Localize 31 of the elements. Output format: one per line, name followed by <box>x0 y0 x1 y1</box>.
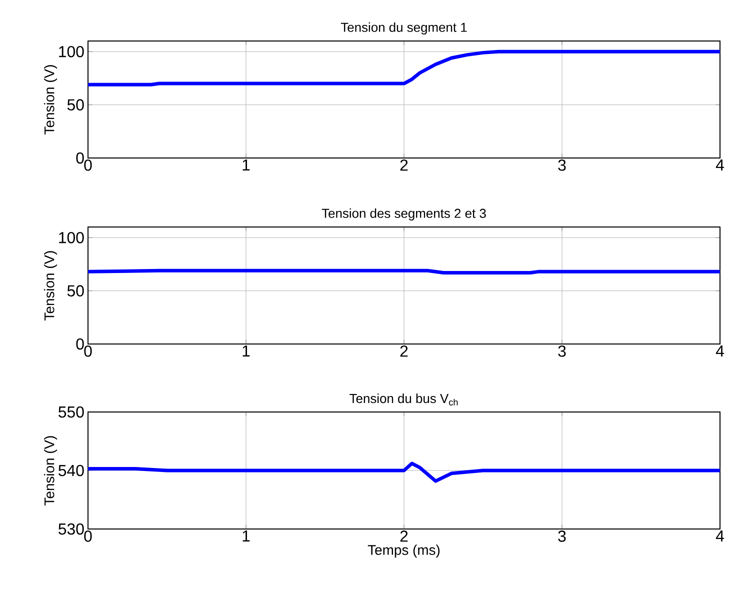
y-tick-label: 550 <box>58 406 84 418</box>
line-series <box>88 50 720 86</box>
x-tick-label: 3 <box>558 346 566 357</box>
x-tick-label: 1 <box>242 160 250 170</box>
x-tick-label: 0 <box>84 160 92 171</box>
x-tick-label: 4 <box>716 160 724 170</box>
x-tick-label: 0 <box>84 346 92 357</box>
x-tick-label: 3 <box>558 530 566 542</box>
x-tick-label: 4 <box>716 346 724 356</box>
y-axis-title: Tension (V) <box>44 65 58 134</box>
chart-title: Tension du segment 1 <box>340 22 467 34</box>
x-tick-label: 1 <box>242 530 250 542</box>
x-tick-label: 1 <box>242 346 250 356</box>
x-axis-title: Temps (ms) <box>368 544 440 558</box>
y-tick-label: 100 <box>59 232 84 244</box>
x-tick-label: 2 <box>400 530 408 542</box>
y-tick-label: 50 <box>67 99 84 110</box>
y-axis-title: Tension (V) <box>44 251 58 320</box>
y-axis-title: Tension (V) <box>44 436 58 506</box>
x-tick-label: 3 <box>558 160 566 171</box>
x-tick-label: 4 <box>716 530 724 542</box>
x-tick-label: 0 <box>84 530 92 542</box>
y-tick-label: 540 <box>58 464 84 476</box>
chart-title: Tension du bus V$_{ch}$ <box>350 394 458 406</box>
chart-title: Tension des segments 2 et 3 <box>322 208 486 220</box>
y-tick-label: 530 <box>58 523 84 535</box>
y-tick-label: 100 <box>59 46 84 58</box>
line-series <box>88 462 720 483</box>
x-tick-label: 2 <box>400 346 408 357</box>
x-tick-label: 2 <box>400 160 408 171</box>
y-tick-label: 50 <box>67 285 84 296</box>
